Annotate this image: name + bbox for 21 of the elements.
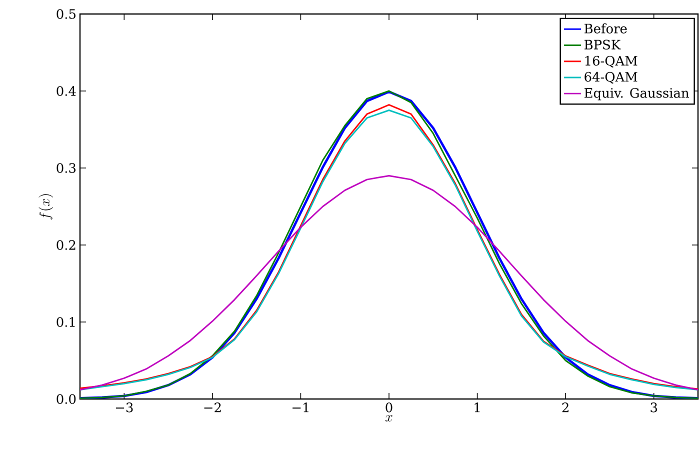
x-tick-label: −1 xyxy=(292,402,308,412)
x-tick-label: 2 xyxy=(562,402,568,412)
y-tick-label: 0.2 xyxy=(56,240,76,250)
y-tick-label: 0.4 xyxy=(56,86,76,96)
y-axis-title: $f(x)$ xyxy=(38,194,54,220)
line-series xyxy=(80,174,698,391)
legend-label: Equiv. Gaussian xyxy=(584,88,689,100)
x-tick-label: 1 xyxy=(474,402,480,412)
y-tick-label: 0.3 xyxy=(56,163,76,173)
legend-label: BPSK xyxy=(584,40,621,50)
legend-label: 16-QAM xyxy=(585,56,638,68)
y-tick-label: 0.0 xyxy=(56,394,76,404)
x-tick-label: −2 xyxy=(204,402,221,412)
legend-label: Before xyxy=(584,23,627,34)
y-tick-label: 0.5 xyxy=(56,9,76,19)
legend-label: 64-QAM xyxy=(584,72,638,84)
x-tick-label: 0 xyxy=(386,402,392,412)
x-tick-label: 3 xyxy=(650,402,658,412)
y-tick-label: 0.1 xyxy=(56,317,75,327)
x-axis-title: $x$ xyxy=(385,415,392,422)
x-tick-label: −3 xyxy=(116,402,133,412)
